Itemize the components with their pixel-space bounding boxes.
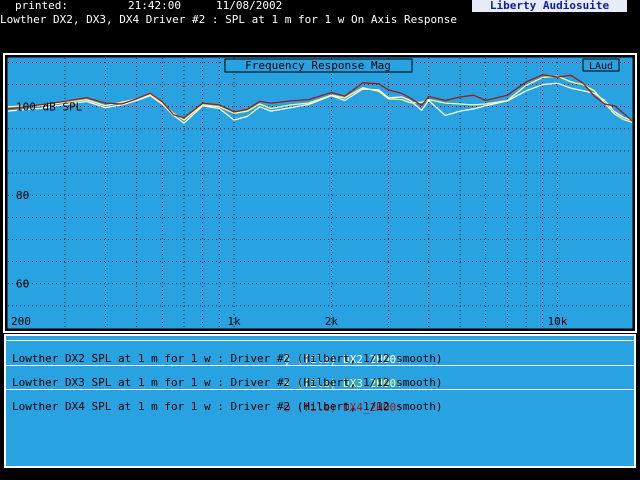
legend-file-label: (file) DX2_2H00: [296, 353, 403, 366]
legend-desc-dx4: Lowther DX4 SPL at 1 m for 1 w : Driver … [12, 400, 443, 413]
plot-title-box [224, 58, 413, 73]
print-date: 11/08/2002 [216, 0, 283, 12]
brand-badge: Liberty Audiosuite [472, 0, 627, 12]
y-tick-label: 60 [16, 278, 29, 291]
axis-labels: 200 1k 2k 10k 100 dB SPL 80 60 [11, 101, 568, 328]
series-line-dx4_2h00 [7, 74, 633, 122]
laud-badge-box [582, 58, 620, 72]
diamond-marker-icon: ◊ [283, 353, 291, 366]
x-tick-label: 10k [548, 315, 568, 328]
plot-outer-frame [3, 53, 637, 333]
page-title: Lowther DX2, DX3, DX4 Driver #2 : SPL at… [0, 13, 457, 26]
series-layer [7, 74, 633, 124]
legend-file-dx3: × (file) DX3_2H00: [257, 367, 403, 400]
y-tick-label: 100 dB SPL [16, 101, 83, 114]
legend-divider [6, 340, 634, 341]
legend-divider [6, 365, 634, 366]
legend-file-dx4: ○ (file) DX4_2H00: [257, 391, 403, 424]
legend-panel: ◊ (file) DX2_2H00: Lowther DX2 SPL at 1 … [4, 334, 636, 468]
legend-file-label: (file) DX3_2H00: [296, 377, 403, 390]
x-tick-label: 2k [325, 315, 339, 328]
x-tick-label: 1k [227, 315, 241, 328]
series-line-dx3_2h00 [7, 75, 633, 123]
plot-area [6, 56, 634, 330]
legend-divider [6, 389, 634, 390]
cross-marker-icon: × [283, 377, 291, 390]
legend-file-dx2: ◊ (file) DX2_2H00: [257, 343, 403, 376]
circle-marker-icon: ○ [283, 401, 291, 414]
printed-label: printed: [15, 0, 68, 12]
plot-title: Frequency Response Mag [245, 59, 391, 72]
x-tick-label: 200 [11, 315, 31, 328]
legend-file-label: (file) DX4_2H00: [296, 401, 403, 414]
legend-desc-dx2: Lowther DX2 SPL at 1 m for 1 w : Driver … [12, 352, 443, 365]
legend-desc-dx3: Lowther DX3 SPL at 1 m for 1 w : Driver … [12, 376, 443, 389]
print-time: 21:42:00 [128, 0, 181, 12]
frequency-response-chart: 200 1k 2k 10k 100 dB SPL 80 60 Frequency Respo… [3, 53, 637, 333]
y-tick-label: 80 [16, 189, 29, 202]
laud-badge: LAud [589, 61, 613, 72]
series-line-dx2_2h00 [7, 82, 633, 124]
